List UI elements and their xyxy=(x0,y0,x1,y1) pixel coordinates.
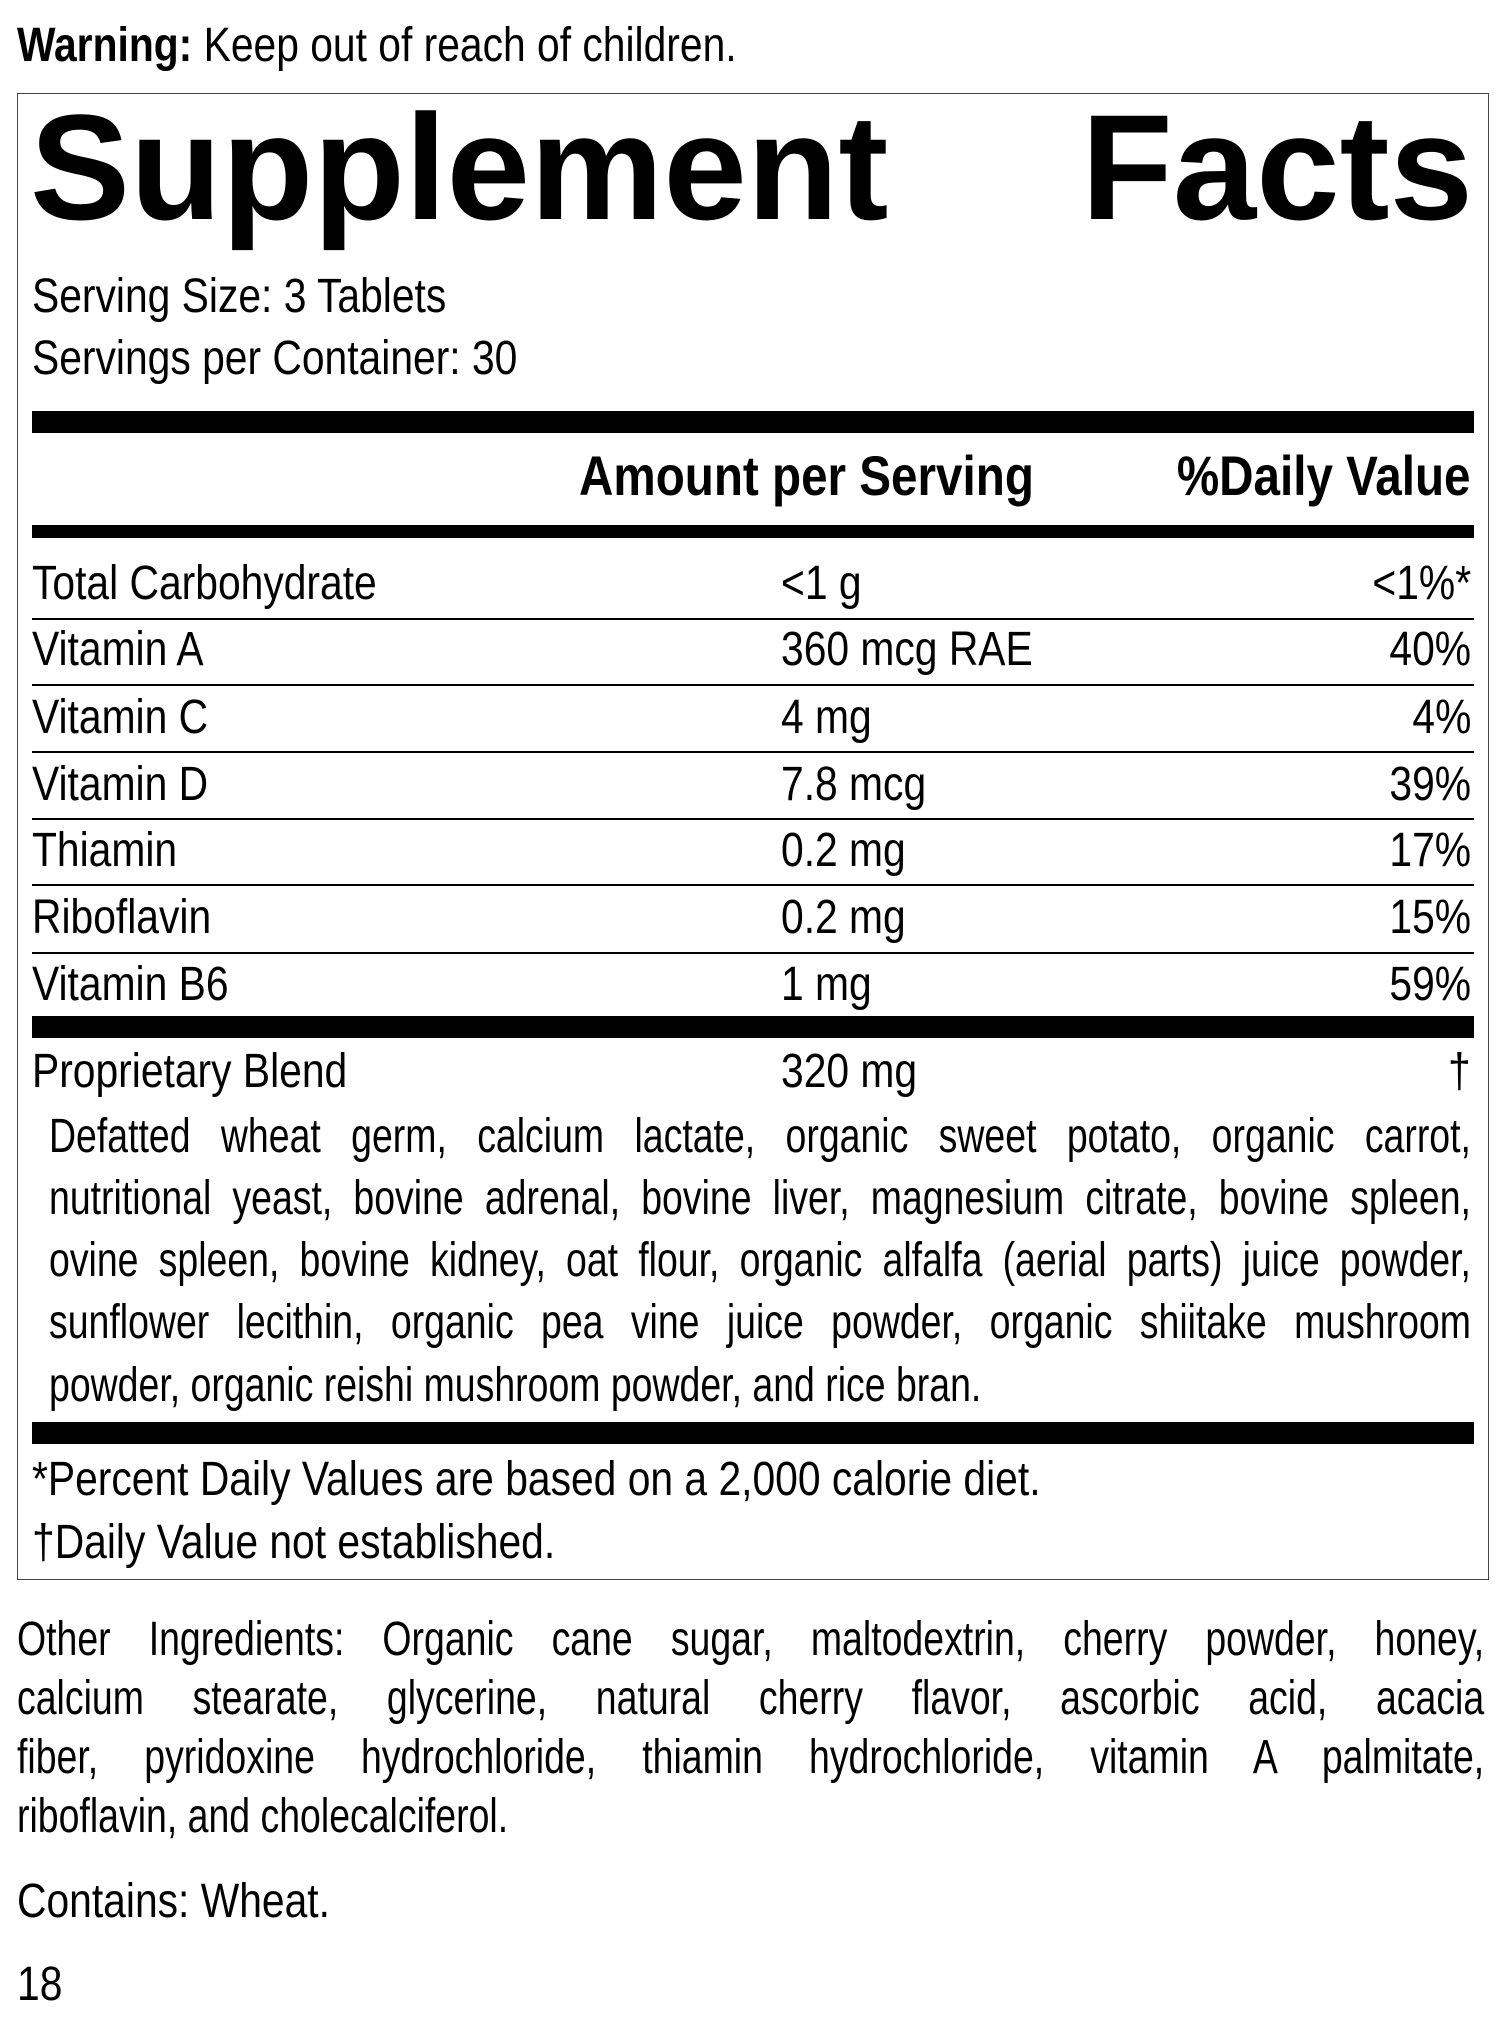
header-amount: Amount per Serving xyxy=(579,444,1034,507)
nutrient-name: Thiamin xyxy=(32,824,178,877)
blend-name: Proprietary Blend xyxy=(32,1045,348,1098)
blend-ingredients-line: powder, organic reishi mushroom powder, … xyxy=(49,1359,982,1412)
divider-thick xyxy=(32,1016,1474,1038)
nutrient-name: Total Carbohydrate xyxy=(32,557,377,610)
nutrient-amount: 4 mg xyxy=(781,691,872,744)
contains-allergens: Contains: Wheat. xyxy=(17,1875,330,1928)
blend-dv: † xyxy=(1448,1045,1471,1098)
nutrient-amount: 7.8 mcg xyxy=(781,758,927,811)
warning-label: Warning: xyxy=(17,19,193,72)
blend-ingredients-line: Defatted wheat germ, calcium lactate, or… xyxy=(49,1110,1471,1163)
servings-per-container: Servings per Container: 30 xyxy=(32,332,518,385)
warning-text: Keep out of reach of children. xyxy=(203,19,737,72)
other-ingredients-line: fiber, pyridoxine hydrochloride, thiamin… xyxy=(17,1731,1485,1784)
nutrient-daily-value: 4% xyxy=(1412,691,1471,744)
blend-ingredients-line: nutritional yeast, bovine adrenal, bovin… xyxy=(49,1172,1471,1225)
divider-thick xyxy=(32,1422,1474,1444)
header-daily-value: %Daily Value xyxy=(1177,444,1471,507)
footnote-percent-dv: *Percent Daily Values are based on a 2,0… xyxy=(32,1453,1041,1506)
nutrient-name: Riboflavin xyxy=(32,891,212,944)
nutrient-amount: 0.2 mg xyxy=(781,824,906,877)
nutrient-amount: 0.2 mg xyxy=(781,891,906,944)
nutrient-amount: 360 mcg RAE xyxy=(781,623,1033,676)
title-supplement: Supplement xyxy=(30,83,889,251)
nutrient-daily-value: 40% xyxy=(1389,623,1471,676)
row-divider xyxy=(32,618,1474,620)
nutrient-daily-value: 17% xyxy=(1389,824,1471,877)
blend-amount: 320 mg xyxy=(781,1045,918,1098)
nutrient-amount: 1 mg xyxy=(781,958,872,1011)
nutrient-name: Vitamin D xyxy=(32,758,209,811)
nutrient-daily-value: 59% xyxy=(1389,958,1471,1011)
other-ingredients-line: Other Ingredients: Organic cane sugar, m… xyxy=(17,1613,1485,1666)
nutrient-name: Vitamin A xyxy=(32,623,204,676)
nutrient-name: Vitamin C xyxy=(32,691,209,744)
row-divider xyxy=(32,884,1474,886)
title-facts: Facts xyxy=(1081,83,1473,251)
supplement-facts-panel xyxy=(17,93,1489,1580)
row-divider xyxy=(32,818,1474,820)
divider-thick xyxy=(32,411,1474,433)
nutrient-daily-value: 15% xyxy=(1389,891,1471,944)
row-divider xyxy=(32,751,1474,753)
page-number: 18 xyxy=(17,1958,63,2011)
nutrient-daily-value: 39% xyxy=(1389,758,1471,811)
footnote-dv-not-established: †Daily Value not established. xyxy=(32,1516,556,1569)
serving-size: Serving Size: 3 Tablets xyxy=(32,270,447,323)
nutrient-name: Vitamin B6 xyxy=(32,958,229,1011)
blend-ingredients-line: ovine spleen, bovine kidney, oat flour, … xyxy=(49,1234,1471,1287)
divider-medium xyxy=(32,525,1474,538)
row-divider xyxy=(32,952,1474,954)
other-ingredients-line: riboflavin, and cholecalciferol. xyxy=(17,1790,509,1843)
row-divider xyxy=(32,684,1474,686)
nutrient-amount: <1 g xyxy=(781,557,862,610)
nutrient-daily-value: <1%* xyxy=(1372,557,1471,610)
warning-line: Warning: Keep out of reach of children. xyxy=(17,16,737,76)
blend-ingredients-line: sunflower lecithin, organic pea vine jui… xyxy=(49,1296,1471,1349)
other-ingredients-line: calcium stearate, glycerine, natural che… xyxy=(17,1672,1485,1725)
